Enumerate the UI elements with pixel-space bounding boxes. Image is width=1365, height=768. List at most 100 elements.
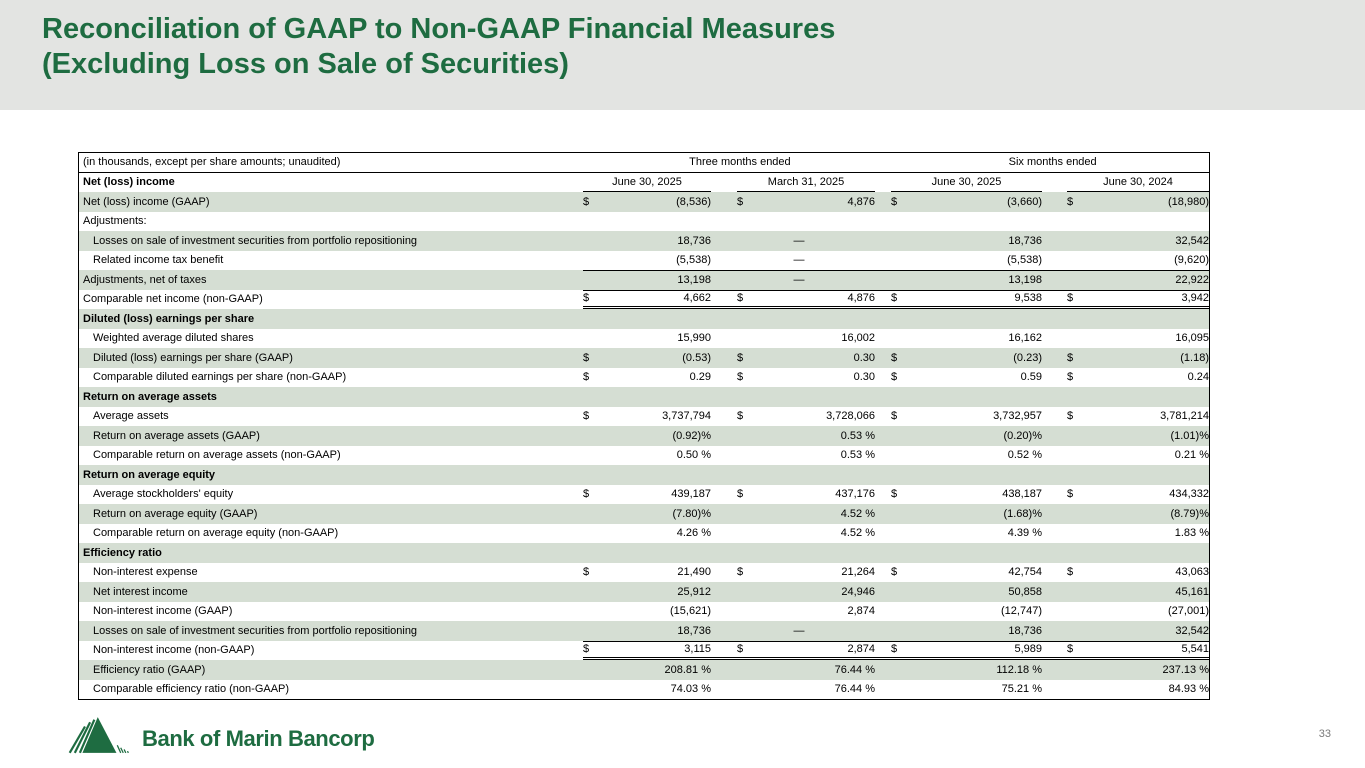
value-cell [891, 309, 1042, 329]
value-cell [1067, 543, 1209, 563]
value-cell: — [737, 251, 875, 271]
cell-value: 16,095 [1175, 332, 1209, 345]
row-values [583, 387, 1209, 407]
value-cell: $ (3,660) [891, 192, 1042, 212]
value-cell: 0.53 % [737, 426, 875, 446]
value-cell: 4.26 % [583, 524, 711, 544]
value-cell [891, 465, 1042, 485]
cell-value: — [793, 274, 805, 287]
cell-value: 13,198 [677, 274, 711, 287]
row-values: $3,115 $2,874 $5,989 $5,541 [583, 640, 1209, 660]
table-row: Net (loss) income (GAAP) $ (8,536) $4,876 $(… [79, 192, 1209, 212]
value-cell: 0.50 % [583, 446, 711, 466]
section-header-row: Return on average assets [79, 387, 1209, 407]
value-cell: $0.30 [737, 368, 875, 388]
table-row: Average assets $3,737,794 $3,728,066 $3,732… [79, 407, 1209, 427]
value-cell: $3,728,066 [737, 407, 875, 427]
date-column-headers: June 30, 2025 March 31, 2025 June 30, 20… [583, 173, 1209, 192]
cell-value: 5,541 [1181, 643, 1209, 656]
row-label: Losses on sale of investment securities … [93, 624, 418, 637]
row-values: 208.81 % 76.44 % 112.18 % 237.13 % [583, 660, 1209, 680]
cell-value: 0.21 % [1174, 449, 1209, 462]
cell-value: 4,662 [683, 292, 711, 305]
section-header-row: Efficiency ratio [79, 543, 1209, 563]
value-cell: 0.21 % [1067, 446, 1209, 466]
cell-value: (1.18) [1180, 351, 1209, 364]
table-row: Efficiency ratio (GAAP) 208.81 % 76.44 % 11… [79, 660, 1209, 680]
table-row: Losses on sale of investment securities … [79, 231, 1209, 251]
page-title-line2: (Excluding Loss on Sale of Securities) [42, 48, 569, 80]
dollar-sign: $ [583, 351, 590, 364]
table-row: Net interest income 25,912 24,946 50,858 45,… [79, 582, 1209, 602]
cell-value: 18,736 [677, 234, 711, 247]
cell-value: 438,187 [1002, 488, 1042, 501]
table-row: Adjustments, net of taxes 13,198 — 13,198 22… [79, 270, 1209, 290]
value-cell: 237.13 % [1067, 660, 1209, 680]
row-values: 18,736 — 18,736 32,542 [583, 231, 1209, 251]
value-cell: $9,538 [891, 291, 1042, 307]
cell-value: 0.59 [1020, 371, 1042, 384]
value-cell [737, 212, 875, 232]
cell-value: (8,536) [676, 195, 711, 208]
cell-value: (0.53) [682, 351, 711, 364]
col-header-march-31-2025: March 31, 2025 [737, 173, 875, 192]
table-row: Average stockholders' equity $439,187 $437… [79, 485, 1209, 505]
value-cell: (15,621) [583, 602, 711, 622]
row-values: $21,490 $21,264 $42,754 $43,063 [583, 563, 1209, 583]
cell-value: 84.93 % [1168, 683, 1209, 696]
value-cell: — [737, 621, 875, 641]
dollar-sign: $ [891, 488, 898, 501]
value-cell: $ (0.53) [583, 348, 711, 368]
dollar-sign: $ [1067, 371, 1074, 384]
cell-value: 0.50 % [676, 449, 711, 462]
value-cell: (1.68)% [891, 504, 1042, 524]
dollar-sign: $ [1067, 488, 1074, 501]
row-label: Related income tax benefit [93, 254, 224, 267]
value-cell: 76.44 % [737, 680, 875, 700]
cell-value: 22,922 [1175, 274, 1209, 287]
cell-value: 3,737,794 [662, 410, 711, 423]
value-cell: $0.30 [737, 348, 875, 368]
value-cell: 32,542 [1067, 231, 1209, 251]
table-row: Comparable diluted earnings per share (n… [79, 368, 1209, 388]
table-header-row: Net (loss) income June 30, 2025 March 31… [79, 173, 1209, 192]
value-cell: 76.44 % [737, 660, 875, 680]
cell-value: (1.01)% [1170, 429, 1209, 442]
cell-value: 3,732,957 [993, 410, 1042, 423]
value-cell: 16,162 [891, 329, 1042, 349]
value-cell: $ (18,980) [1067, 192, 1209, 212]
cell-value: (5,538) [1007, 254, 1042, 267]
value-cell: $437,176 [737, 485, 875, 505]
row-values: $ (8,536) $4,876 $ (3,660) $ (18,980) [583, 192, 1209, 212]
row-label: Non-interest income (non-GAAP) [93, 644, 255, 657]
value-cell: 208.81 % [583, 660, 711, 680]
value-cell: $5,989 [891, 642, 1042, 658]
cell-value: 0.30 [853, 371, 875, 384]
row-values: (0.92)% 0.53 % (0.20)% (1.01)% [583, 426, 1209, 446]
row-label: Net (loss) income (GAAP) [83, 195, 210, 208]
cell-value: (8.79)% [1170, 507, 1209, 520]
dollar-sign: $ [891, 643, 898, 656]
cell-value: — [793, 624, 805, 637]
value-cell [583, 309, 711, 329]
value-cell: 32,542 [1067, 621, 1209, 641]
value-cell: 75.21 % [891, 680, 1042, 700]
row-values: $4,662 $4,876 $9,538 $3,942 [583, 289, 1209, 309]
value-cell [583, 387, 711, 407]
value-cell: 112.18 % [891, 660, 1042, 680]
value-cell: 84.93 % [1067, 680, 1209, 700]
table-row: Non-interest income (GAAP) (15,621) 2,874(… [79, 602, 1209, 622]
value-cell: 0.52 % [891, 446, 1042, 466]
row-values: (15,621) 2,874 (12,747) (27,001) [583, 602, 1209, 622]
dollar-sign: $ [1067, 643, 1074, 656]
dollar-sign: $ [583, 566, 590, 579]
cell-value: 9,538 [1014, 292, 1042, 305]
value-cell: 2,874 [737, 602, 875, 622]
value-cell: 1.83 % [1067, 524, 1209, 544]
brand-name: Bank of Marin Bancorp [142, 726, 375, 751]
value-cell: 18,736 [891, 621, 1042, 641]
brand-logo: Bank of Marin Bancorp [68, 714, 375, 756]
cell-value: 0.30 [853, 351, 875, 364]
dollar-sign: $ [737, 488, 744, 501]
table-row: Related income tax benefit (5,538) — (5,538… [79, 251, 1209, 271]
